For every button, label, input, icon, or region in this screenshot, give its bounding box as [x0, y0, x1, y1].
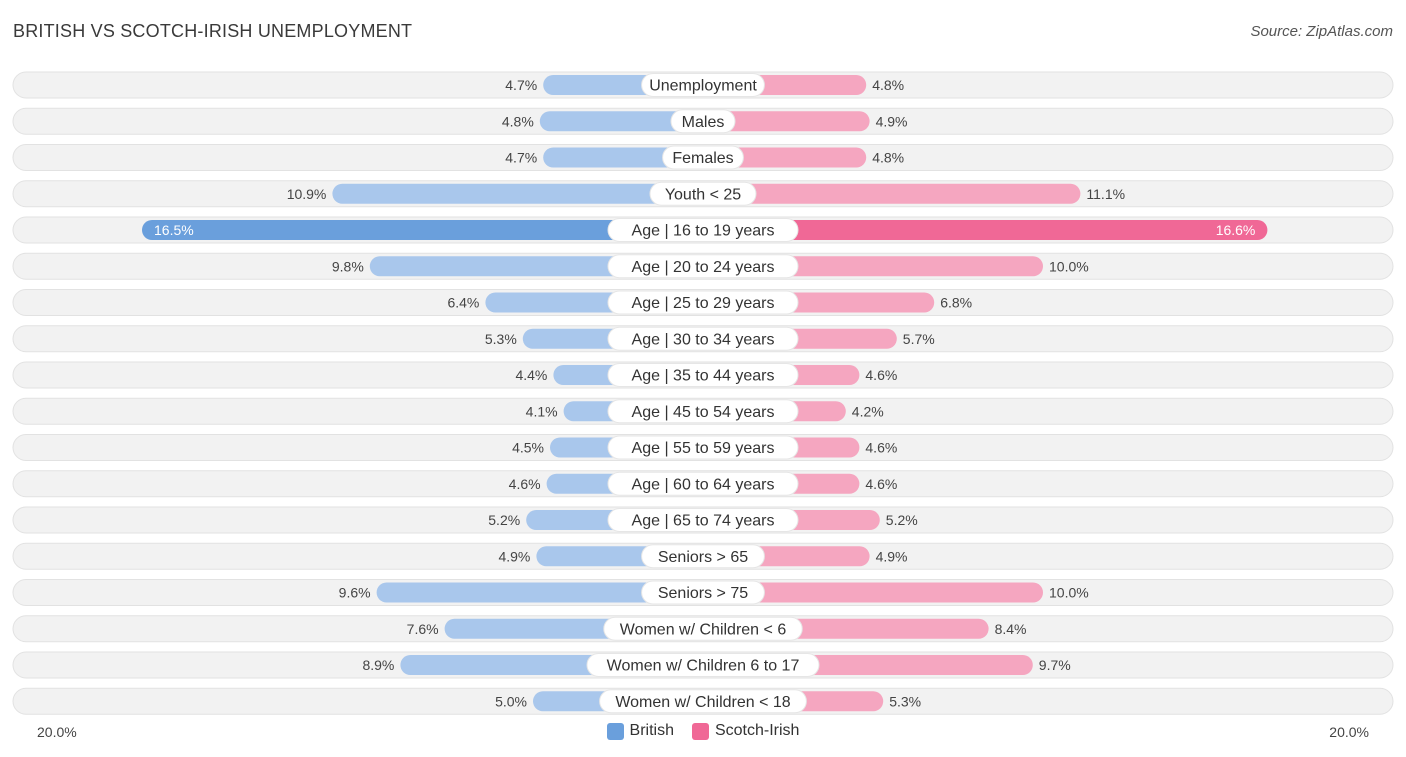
- value-label-british: 10.9%: [287, 186, 327, 202]
- category-label: Seniors > 75: [658, 585, 748, 602]
- category-label-pill: [607, 435, 799, 460]
- value-label-british: 4.5%: [512, 440, 544, 456]
- value-label-british: 9.8%: [332, 258, 364, 274]
- value-label-scotch-irish: 4.8%: [872, 150, 904, 166]
- value-label-british: 6.4%: [447, 295, 479, 311]
- category-label: Age | 16 to 19 years: [632, 223, 775, 240]
- category-label-pill: [603, 616, 803, 641]
- category-label: Women w/ Children 6 to 17: [607, 658, 800, 675]
- category-label: Females: [672, 150, 733, 167]
- value-label-british: 5.0%: [495, 693, 527, 709]
- value-label-british: 4.7%: [505, 77, 537, 93]
- bar-british: [332, 183, 703, 204]
- bar-scotch-irish: [703, 111, 870, 132]
- category-label: Women w/ Children < 18: [615, 694, 790, 711]
- category-label-pill: [607, 363, 799, 387]
- value-label-scotch-irish: 10.0%: [1049, 258, 1089, 274]
- value-label-scotch-irish: 6.8%: [940, 295, 972, 311]
- chart-title: BRITISH VS SCOTCH-IRISH UNEMPLOYMENT: [13, 21, 413, 41]
- value-label-scotch-irish: 4.9%: [876, 113, 908, 129]
- value-label-british: 5.2%: [488, 512, 520, 528]
- category-label-pill: [607, 326, 799, 351]
- legend-item-british[interactable]: British: [606, 722, 674, 740]
- legend-item-scotch-irish[interactable]: Scotch-Irish: [691, 722, 800, 740]
- bar-british: [376, 582, 703, 603]
- value-label-scotch-irish: 5.3%: [889, 693, 921, 709]
- category-label-pill: [670, 109, 736, 134]
- value-label-british: 8.9%: [362, 657, 394, 673]
- category-label: Youth < 25: [665, 186, 741, 203]
- bar-british: [539, 111, 703, 132]
- category-label-pill: [607, 290, 799, 315]
- category-label-pill: [607, 254, 799, 279]
- category-label-pill: [641, 544, 765, 569]
- category-label: Age | 25 to 29 years: [632, 295, 775, 312]
- legend-swatch-scotch-irish: [691, 722, 709, 740]
- value-label-scotch-irish: 8.4%: [995, 621, 1027, 637]
- value-label-scotch-irish: 4.6%: [865, 440, 897, 456]
- axis-left-label: 20.0%: [37, 724, 77, 740]
- category-label-pill: [649, 181, 757, 206]
- value-label-british: 4.7%: [505, 150, 537, 166]
- value-label-british: 4.9%: [498, 548, 530, 564]
- category-label: Age | 30 to 34 years: [632, 331, 775, 348]
- category-label-pill: [641, 73, 765, 97]
- category-label-pill: [607, 471, 799, 496]
- value-label-british: 7.6%: [407, 621, 439, 637]
- category-label-pill: [662, 145, 744, 170]
- value-label-scotch-irish: 5.7%: [903, 331, 935, 347]
- category-label: Males: [682, 114, 725, 131]
- value-label-british: 5.3%: [485, 331, 517, 347]
- value-label-british: 4.6%: [509, 476, 541, 492]
- category-label: Age | 20 to 24 years: [632, 259, 775, 276]
- legend-label-scotch-irish: Scotch-Irish: [714, 722, 800, 739]
- bar-scotch-irish: [703, 183, 1081, 204]
- bar-british: [543, 147, 703, 168]
- category-label-pill: [586, 653, 820, 677]
- value-label-british: 4.4%: [515, 367, 547, 383]
- value-label-british: 4.8%: [502, 113, 534, 129]
- value-label-scotch-irish: 9.7%: [1039, 657, 1071, 673]
- value-label-british: 16.5%: [154, 222, 194, 238]
- value-label-scotch-irish: 16.6%: [1216, 222, 1256, 238]
- axis-right-label: 20.0%: [1329, 724, 1369, 740]
- value-label-british: 9.6%: [339, 585, 371, 601]
- legend-label-british: British: [629, 722, 674, 739]
- category-label: Age | 65 to 74 years: [632, 513, 775, 530]
- value-label-scotch-irish: 4.8%: [872, 77, 904, 93]
- bar-scotch-irish: [703, 147, 867, 168]
- category-label-pill: [641, 580, 765, 605]
- category-label-pill: [607, 218, 799, 242]
- source-label: Source: ZipAtlas.com: [1250, 23, 1393, 40]
- legend: British Scotch-Irish: [0, 722, 1406, 740]
- value-label-scotch-irish: 11.1%: [1086, 186, 1125, 202]
- category-label: Age | 45 to 54 years: [632, 404, 775, 421]
- bar-scotch-irish: [703, 220, 1268, 240]
- value-label-scotch-irish: 4.9%: [876, 548, 908, 564]
- category-label-pill: [607, 399, 799, 424]
- legend-swatch-british: [606, 722, 624, 740]
- category-label: Unemployment: [649, 78, 757, 95]
- value-label-scotch-irish: 4.2%: [852, 403, 884, 419]
- value-label-scotch-irish: 5.2%: [886, 512, 918, 528]
- bar-scotch-irish: [703, 582, 1043, 603]
- category-label: Age | 35 to 44 years: [632, 368, 775, 385]
- value-label-scotch-irish: 4.6%: [865, 476, 897, 492]
- category-label-pill: [607, 508, 799, 532]
- value-label-british: 4.1%: [526, 403, 558, 419]
- category-label: Seniors > 65: [658, 549, 748, 566]
- value-label-scotch-irish: 4.6%: [865, 367, 897, 383]
- bar-british: [142, 220, 703, 240]
- value-label-scotch-irish: 10.0%: [1049, 585, 1089, 601]
- category-label-pill: [599, 689, 807, 714]
- category-label: Age | 55 to 59 years: [632, 440, 775, 457]
- category-label: Women w/ Children < 6: [620, 621, 787, 638]
- category-label: Age | 60 to 64 years: [632, 476, 775, 493]
